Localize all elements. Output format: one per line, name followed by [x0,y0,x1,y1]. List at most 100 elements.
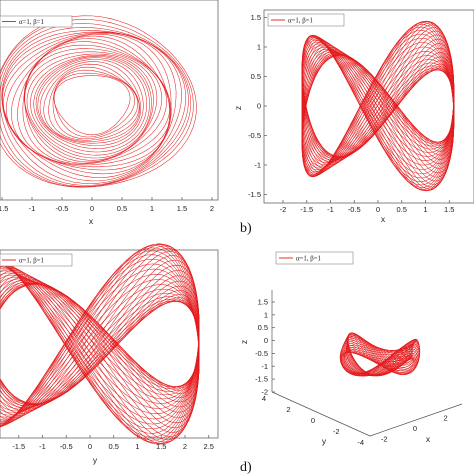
panel-d-y-ticks: 4 2 0 -2 -4 [262,394,364,447]
panel-c-orbit [0,245,200,443]
panel-b-x-ticks: -2 -1.5 -1 -0.5 0 0.5 1 1.5 [280,200,454,214]
panel-c-x-tick-label: 1.5 [156,442,166,451]
panel-c-xlabel: y [93,455,98,465]
panel-c-x-ticks: -1.5 -1 -0.5 0 0.5 1 1.5 2 2.5 [12,435,214,451]
panel-d-z-tick-label: -0.5 [255,349,268,358]
panel-a-orbit [24,44,167,164]
panel-c-frame [0,249,219,439]
panel-d-orbit [342,338,418,377]
panel-c-orbit [0,243,200,433]
panel-d-xlabel: x [426,434,431,444]
panel-b-orbit [301,24,455,177]
panel-a-orbit [23,48,163,163]
panel-b-y-tick-label: 0 [257,102,261,111]
panel-d-z-tick-label: -1.5 [255,375,268,384]
panel-d-y-tick-label: 2 [286,405,290,414]
panel-d-y-tick-label: 4 [262,394,266,403]
panel-d-x-axis [369,403,463,437]
panel-a-frame [0,0,219,201]
panel-d-ylabel: y [322,436,327,446]
panel-c-orbit [0,243,200,441]
panel-b-orbit [301,21,455,182]
panel-c-orbit [0,263,200,426]
panel-a-orbit [0,27,189,186]
panel-a-orbit [53,75,131,136]
panel-c-orbit [0,245,200,429]
panel-d-y-tick-label: 0 [311,416,315,425]
panel-c-orbit [0,276,200,412]
panel-d-orbit [341,340,419,377]
panel-c-orbit [0,243,200,437]
panel-a-x-ticks: -1.5 -1 -0.5 0 0.5 1 1.5 2 [0,197,214,213]
panel-d-x-tick-label: -2 [381,435,388,444]
panel-c-orbit [0,281,200,418]
panel-a-x-tick-label: -1.5 [0,204,8,213]
panel-d-legend: α=1, β=1 [275,251,354,265]
panel-a-orbit [3,32,172,175]
panel-b: α=1, β=1 -2 -1.5 -1 -0.5 0 0.5 1 1.5 1.5 1 0.5 0 -0… [233,9,474,236]
panel-d-orbit [344,335,416,376]
panel-a-xlabel: x [89,216,94,226]
panel-d-z-tick-label: -2 [261,387,268,396]
panel-b-orbit [301,26,455,178]
panel-b-x-tick-label: 1 [423,205,427,214]
panel-b-orbit [301,49,455,163]
panel-a-x-tick-label: -1 [29,204,36,213]
panel-c-x-tick-label: 0 [88,442,92,451]
panel-c-x-tick-label: 2 [183,442,187,451]
panel-c-orbit [0,247,200,428]
panel-c-legend-label: α=1, β=1 [19,258,44,265]
panel-b-y-tick-label: -1.5 [248,190,261,199]
panel-d-z-tick-label: 0 [264,336,268,345]
panel-a-x-tick-label: -0.5 [56,204,69,213]
panel-d-z-tick-label: -1 [261,362,268,371]
panel-c-orbit [0,273,200,424]
panel-c-orbit [0,250,200,428]
panel-c-x-tick-label: 2.5 [204,442,214,451]
panel-a-curve [0,15,197,188]
panel-c-orbit [0,268,200,425]
panel-a-orbit [0,23,192,187]
panel-a-orbit [17,38,172,166]
panel-c-x-tick-label: 0.5 [109,442,119,451]
panel-a-x-tick-label: 1 [150,204,154,213]
panel-a-orbit [26,53,154,159]
panel-b-legend: α=1, β=1 [267,13,345,27]
panel-d-z-tick-label: 1 [264,310,268,319]
panel-b-y-ticks: 1.5 1 0.5 0 -0.5 -1 -1.5 [248,13,267,199]
panel-d-orbit [343,339,417,375]
panel-d-label: d) [240,460,252,474]
panel-b-x-tick-label: 0.5 [397,205,407,214]
panel-c-x-tick-label: -0.5 [60,442,73,451]
panel-a-legend: α=1, β=1 [0,15,73,28]
panel-d-z-ticks: 1.5 1 0.5 0 -0.5 -1 -1.5 -2 [255,298,275,396]
panel-d-legend-label: α=1, β=1 [296,256,321,263]
panel-b-label: b) [240,221,252,236]
panel-b-orbit [301,30,455,178]
panel-b-x-tick-label: -2 [280,205,287,214]
panel-b-orbit [301,21,455,188]
panel-d: α=1, β=1 1.5 1 0.5 0 -0.5 -1 -1.5 -2 4 2 0 -2 -4 -2… [239,251,463,474]
panel-c-legend-box [0,253,73,267]
panel-b-orbit [301,51,455,167]
panel-c-x-tick-label: -1 [39,442,46,451]
panel-a-orbit [30,55,152,156]
panel-a-orbit [43,63,140,142]
panel-a-orbit [52,69,139,140]
panel-a-orbit [24,51,158,161]
panel-b-y-tick-label: -1 [254,161,261,170]
panel-a-x-tick-label: 2 [210,204,214,213]
panel-a-orbit [11,35,171,168]
panel-c-x-tick-label: 1 [135,442,139,451]
panel-a-orbit [33,56,150,153]
panel-c-curve [0,243,200,445]
panel-d-orbit [345,334,415,376]
panel-b-orbit [301,20,455,185]
panel-a: α=1, β=1 -1.5 -1 -0.5 0 0.5 1 1.5 2 x [0,0,219,226]
panel-c-orbit [0,258,200,427]
panel-a-orbit [1,30,187,184]
panel-d-x-ticks: -2 0 2 [381,413,448,443]
panel-b-x-tick-label: -1.5 [300,205,313,214]
panel-d-orbit [346,333,414,376]
